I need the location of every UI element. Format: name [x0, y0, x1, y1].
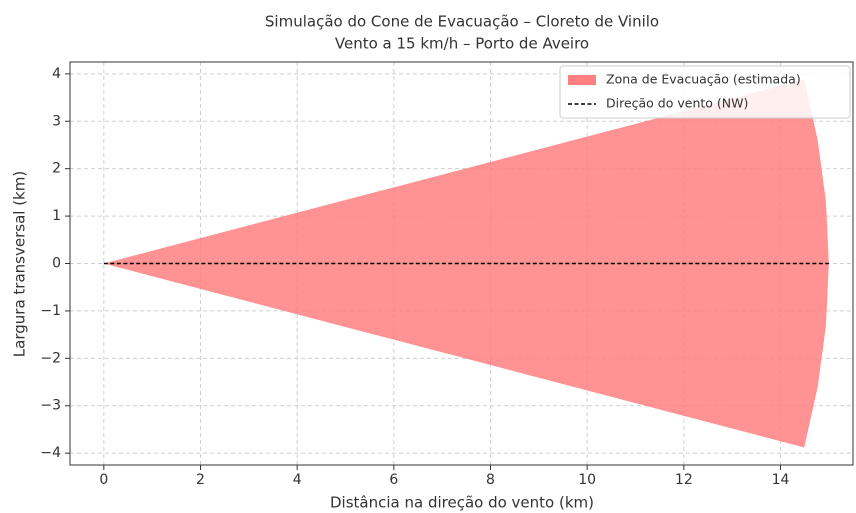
- chart-title: Simulação do Cone de Evacuação – Cloreto…: [265, 13, 659, 31]
- legend-box: [559, 65, 851, 119]
- x-tick-label: 2: [196, 472, 205, 488]
- y-tick-label: 2: [52, 161, 61, 177]
- chart-subtitle: Vento a 15 km/h – Porto de Aveiro: [335, 35, 589, 53]
- x-tick-label: 0: [99, 472, 108, 488]
- evacuation-zone: [103, 79, 829, 448]
- x-tick-label: 12: [675, 472, 693, 488]
- y-tick-label: 1: [52, 208, 61, 224]
- legend-swatch: [568, 75, 596, 85]
- legend-label: Direção do vento (NW): [606, 96, 748, 111]
- y-tick-label: −3: [40, 398, 61, 414]
- y-tick-label: −2: [40, 350, 61, 366]
- y-tick-label: 3: [52, 113, 61, 129]
- x-axis-label: Distância na direção do vento (km): [330, 494, 594, 512]
- y-tick-label: −1: [40, 303, 61, 319]
- plot-frame: [69, 61, 854, 466]
- x-tick-label: 8: [486, 472, 495, 488]
- legend-label: Zona de Evacuação (estimada): [606, 72, 801, 87]
- y-tick-label: 0: [52, 256, 61, 272]
- x-tick-label: 6: [389, 472, 398, 488]
- y-tick-label: −4: [40, 445, 61, 461]
- x-tick-label: 10: [578, 472, 596, 488]
- x-tick-label: 14: [772, 472, 790, 488]
- y-axis-label: Largura transversal (km): [11, 171, 29, 357]
- x-tick-label: 4: [293, 472, 302, 488]
- y-tick-label: 4: [52, 66, 61, 82]
